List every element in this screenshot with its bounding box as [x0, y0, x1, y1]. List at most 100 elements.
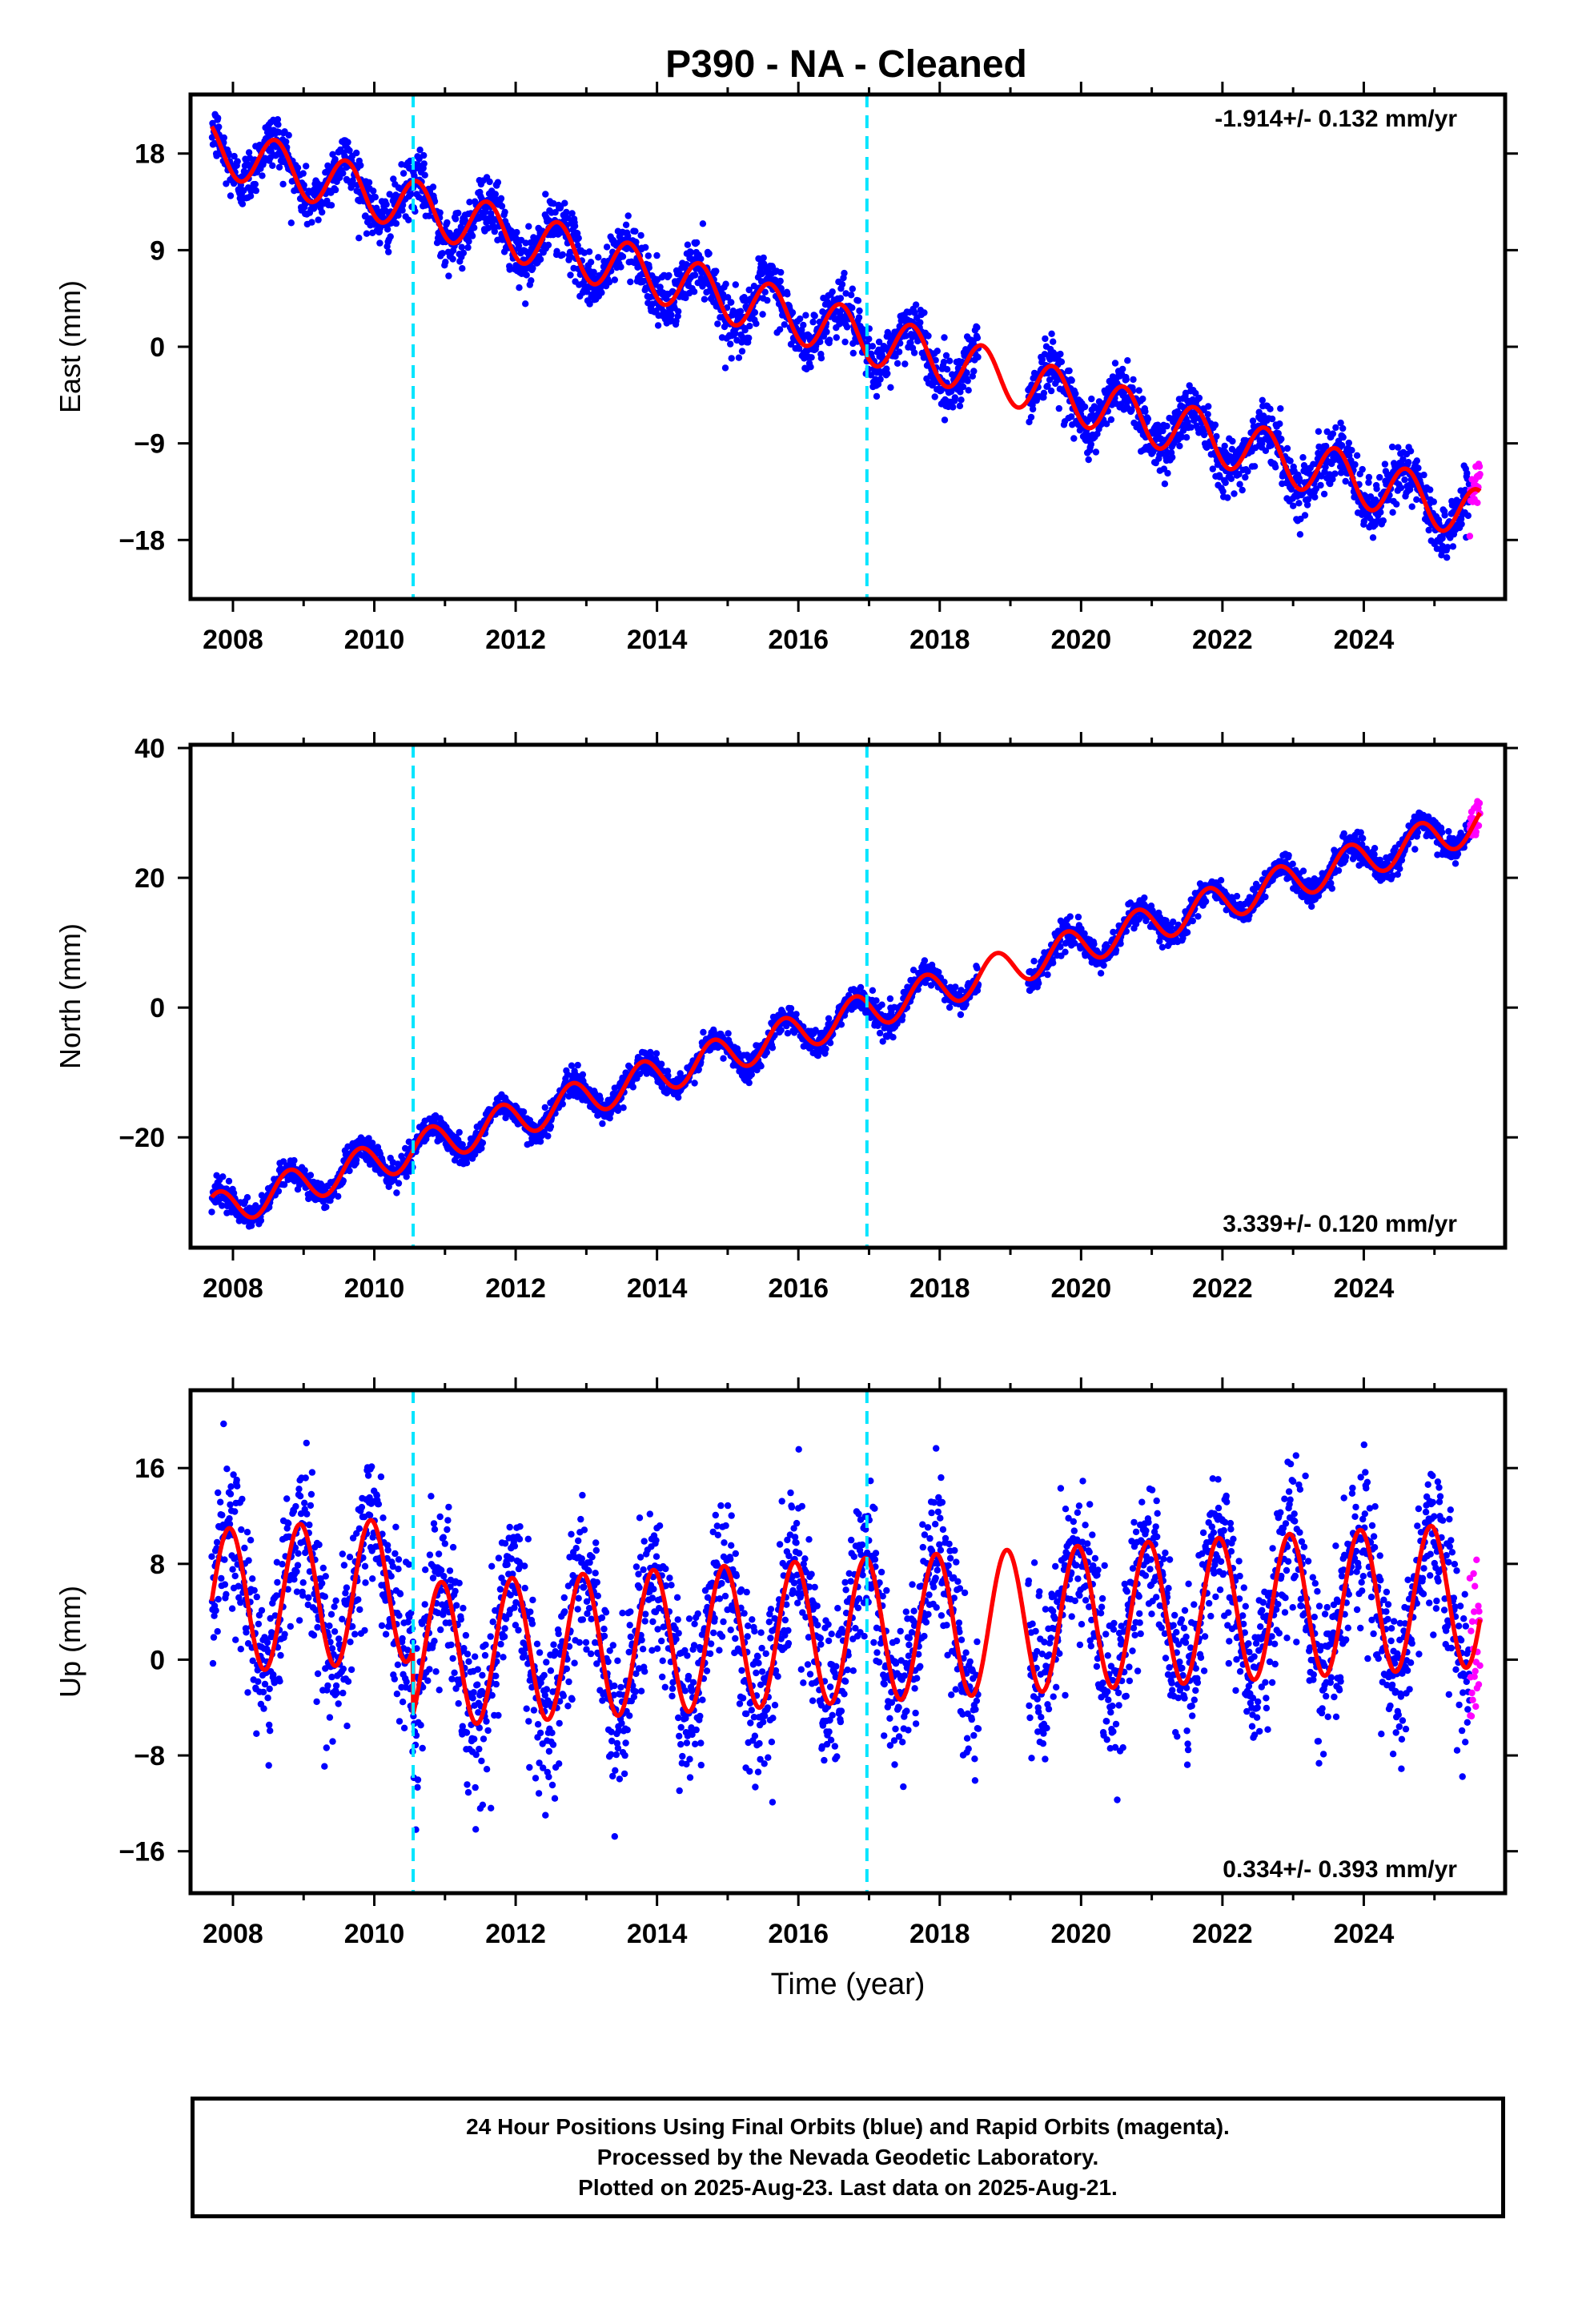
final-orbit-point [1119, 365, 1126, 373]
final-orbit-point [390, 175, 397, 183]
final-orbit-point [335, 1192, 342, 1200]
final-orbit-point [529, 264, 536, 272]
final-orbit-point [523, 271, 530, 279]
final-orbit-point [632, 239, 640, 246]
final-orbit-point [525, 223, 532, 230]
final-orbit-point [339, 170, 347, 177]
final-orbit-point [873, 997, 880, 1004]
final-orbit-point [837, 1021, 845, 1028]
final-orbit-point [353, 1156, 360, 1164]
final-orbit-point [1135, 387, 1142, 394]
final-orbit-point [1395, 444, 1402, 451]
final-orbit-point [275, 163, 283, 171]
final-orbit-point [220, 134, 227, 142]
final-orbit-point [1182, 434, 1191, 441]
final-orbit-point [817, 338, 824, 345]
final-orbit-point [877, 376, 884, 383]
final-orbit-point [257, 1216, 265, 1224]
final-orbit-point [1296, 531, 1304, 538]
final-orbit-point [215, 115, 222, 122]
final-orbit-point [1107, 416, 1115, 424]
final-orbit-point [1345, 439, 1353, 447]
final-orbit-point [855, 314, 863, 321]
final-orbit-point [444, 219, 451, 227]
final-orbit-point [603, 243, 611, 251]
final-orbit-point [1359, 465, 1366, 473]
final-orbit-point [941, 334, 948, 341]
final-orbit-point [319, 208, 326, 216]
x-tick-label: 2010 [344, 625, 405, 655]
final-orbit-point [415, 162, 422, 169]
final-orbit-point [1164, 469, 1171, 477]
final-orbit-point [1376, 473, 1383, 481]
final-orbit-point [1339, 424, 1347, 432]
final-orbit-point [567, 271, 574, 279]
final-orbit-point [943, 366, 951, 373]
final-orbit-point [1029, 405, 1037, 413]
final-orbit-point [471, 224, 478, 231]
final-orbit-point [1229, 437, 1236, 445]
final-orbit-point [544, 1132, 552, 1140]
final-orbit-point [940, 358, 948, 366]
final-orbit-point [598, 289, 605, 296]
final-orbit-point [515, 242, 523, 249]
final-orbit-point [690, 288, 698, 296]
y-tick-label: 18 [135, 139, 165, 170]
final-orbit-point [697, 255, 705, 263]
final-orbit-point [1415, 464, 1422, 472]
final-orbit-point [629, 1084, 636, 1091]
final-orbit-point [373, 204, 380, 211]
final-orbit-point [234, 158, 241, 165]
final-orbit-point [251, 180, 259, 188]
final-orbit-point [1144, 415, 1152, 423]
final-orbit-point [429, 183, 437, 191]
final-orbit-point [522, 239, 529, 247]
final-orbit-point [355, 235, 363, 242]
final-orbit-point [357, 162, 364, 169]
final-orbit-point [825, 1015, 833, 1023]
final-orbit-point [921, 309, 928, 316]
final-orbit-point [843, 324, 851, 331]
final-orbit-point [425, 212, 433, 219]
final-orbit-point [741, 327, 749, 334]
final-orbit-point [931, 393, 938, 400]
final-orbit-point [1066, 367, 1073, 375]
final-orbit-point [1315, 428, 1323, 435]
final-orbit-point [1430, 498, 1438, 505]
final-orbit-point [279, 180, 287, 188]
final-orbit-point [759, 311, 766, 318]
x-tick-label: 2014 [627, 625, 688, 655]
final-orbit-point [700, 1028, 707, 1036]
final-orbit-point [627, 278, 634, 286]
final-orbit-point [796, 345, 803, 352]
final-orbit-point [459, 265, 466, 272]
final-orbit-point [738, 348, 746, 355]
final-orbit-point [897, 340, 904, 347]
final-orbit-point [750, 283, 758, 290]
final-orbit-point [1443, 554, 1451, 561]
final-orbit-point [1401, 476, 1408, 484]
final-orbit-point [1404, 459, 1412, 466]
final-orbit-point [745, 1079, 753, 1087]
final-orbit-point [941, 416, 949, 424]
final-orbit-point [761, 288, 769, 296]
final-orbit-point [811, 312, 818, 320]
final-orbit-point [300, 182, 307, 189]
final-orbit-point [559, 251, 566, 259]
final-orbit-point [969, 372, 977, 380]
final-orbit-point [596, 1096, 604, 1103]
final-orbit-point [571, 223, 579, 230]
final-orbit-point [921, 957, 929, 964]
final-orbit-point [842, 290, 849, 297]
final-orbit-point [225, 1177, 233, 1185]
final-orbit-point [497, 195, 505, 202]
final-orbit-point [274, 116, 282, 123]
final-orbit-point [727, 340, 734, 348]
final-orbit-point [482, 208, 489, 215]
final-orbit-point [1317, 481, 1324, 489]
final-orbit-point [1122, 376, 1130, 383]
y-tick-label: −18 [118, 525, 165, 556]
final-orbit-point [291, 1156, 298, 1164]
final-orbit-point [787, 1005, 795, 1012]
final-orbit-point [239, 200, 247, 207]
